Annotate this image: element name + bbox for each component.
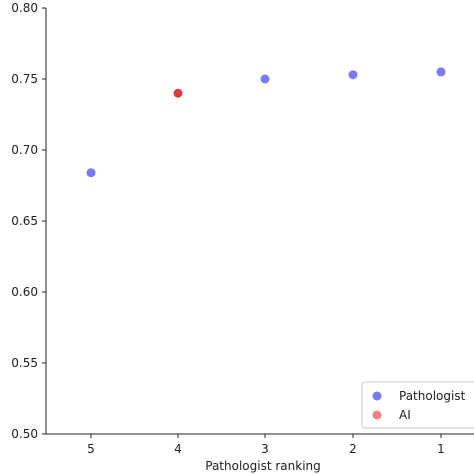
y-tick-label: 0.75	[11, 72, 38, 86]
data-point-pathologist	[86, 168, 96, 178]
y-tick-label: 0.55	[11, 356, 38, 370]
y-axis-ticks: 0.50 0.55 0.60 0.65 0.70 0.75 0.80	[11, 1, 46, 441]
x-tick-label: 1	[437, 442, 445, 456]
data-point-pathologist	[348, 70, 358, 80]
x-axis-ticks: 5 4 3 2 1	[87, 434, 445, 456]
y-tick-label: 0.65	[11, 214, 38, 228]
data-point-pathologist	[436, 67, 446, 77]
y-tick-label: 0.50	[11, 427, 38, 441]
x-tick-label: 2	[349, 442, 357, 456]
legend-box	[361, 381, 474, 429]
x-tick-label: 5	[87, 442, 95, 456]
legend-label-ai: AI	[399, 408, 411, 422]
y-tick-label: 0.60	[11, 285, 38, 299]
y-tick-label: 0.80	[11, 1, 38, 15]
y-tick-label: 0.70	[11, 143, 38, 157]
legend-label-pathologist: Pathologist	[399, 389, 466, 403]
x-axis-label: Pathologist ranking	[205, 459, 321, 473]
legend-marker-pathologist	[372, 391, 382, 401]
data-point-pathologist	[260, 74, 270, 84]
data-points	[86, 67, 446, 178]
x-tick-label: 3	[261, 442, 269, 456]
x-tick-label: 4	[174, 442, 182, 456]
data-point-ai	[173, 88, 183, 98]
legend: Pathologist AI	[361, 381, 474, 429]
legend-marker-ai	[372, 410, 382, 420]
axes	[45, 8, 474, 435]
